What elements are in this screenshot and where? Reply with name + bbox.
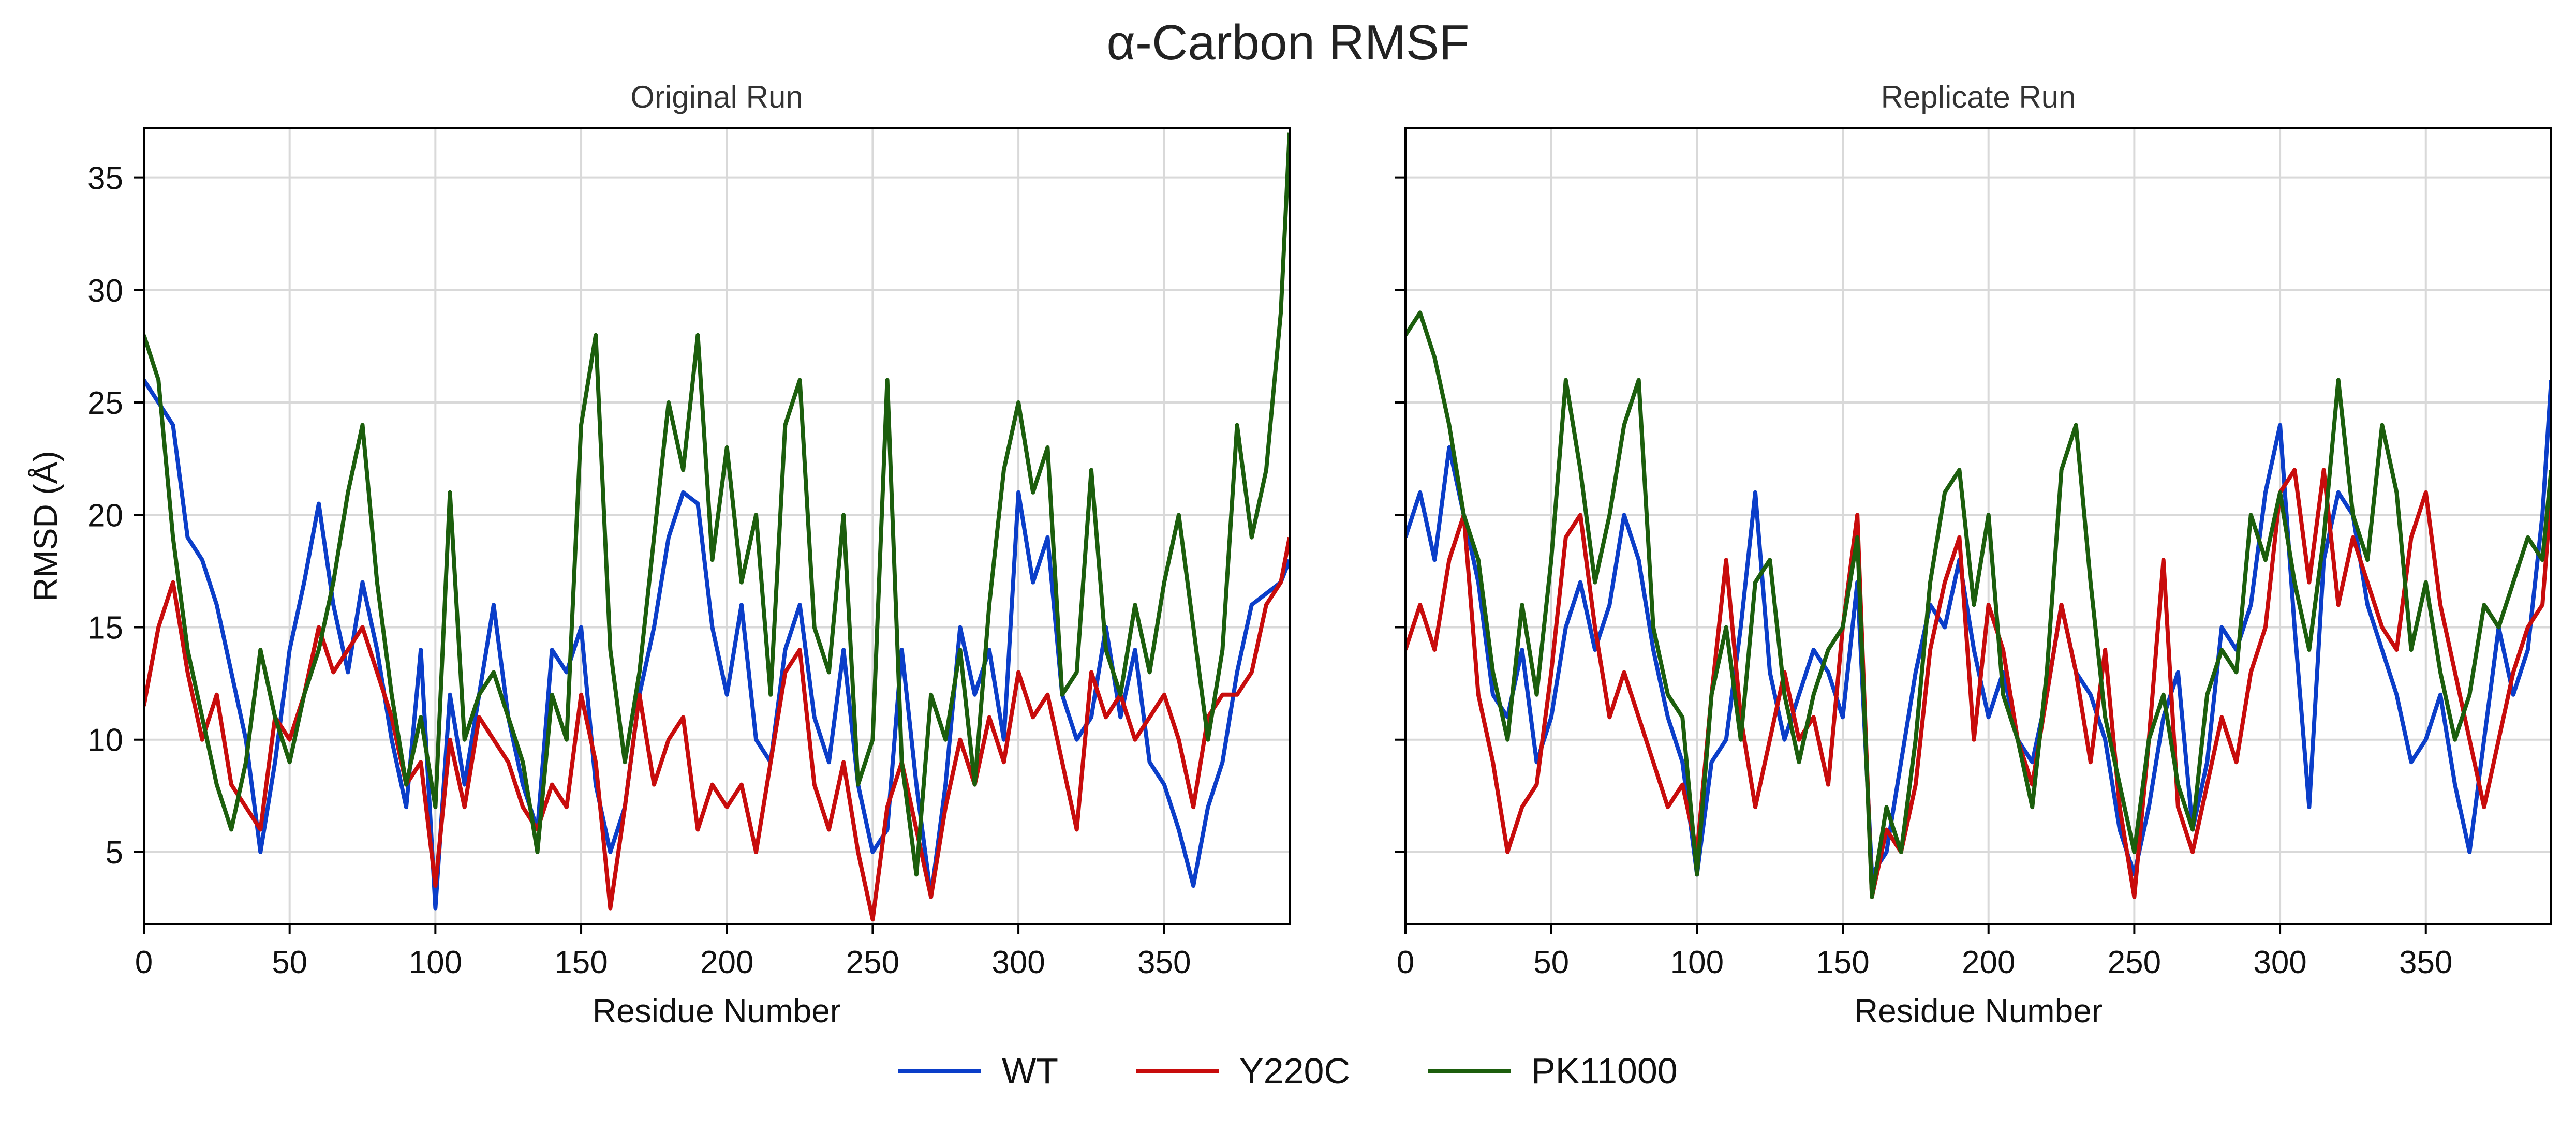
x-tick-label: 50 bbox=[1533, 945, 1569, 980]
x-tick-label: 350 bbox=[1137, 945, 1191, 980]
plot-frame bbox=[143, 127, 1291, 925]
y-tick-label: 20 bbox=[87, 498, 123, 533]
series-line-pk11000 bbox=[1405, 310, 2551, 899]
y-tick-label: 25 bbox=[87, 385, 123, 421]
x-axis-label: Residue Number bbox=[1854, 992, 2103, 1029]
legend-item-wt: WT bbox=[898, 1050, 1058, 1092]
x-tick-label: 150 bbox=[554, 945, 608, 980]
x-tick-label: 0 bbox=[135, 945, 153, 980]
legend-label-pk11000: PK11000 bbox=[1531, 1051, 1678, 1091]
plot-frame bbox=[1404, 127, 2552, 925]
y-tick-label: 10 bbox=[87, 723, 123, 758]
x-tick-label: 300 bbox=[2253, 945, 2306, 980]
x-tick-label: 50 bbox=[272, 945, 307, 980]
x-tick-label: 350 bbox=[2399, 945, 2452, 980]
legend-swatch-y220c bbox=[1135, 1068, 1219, 1073]
x-tick-label: 200 bbox=[1962, 945, 2015, 980]
y-tick-label: 5 bbox=[106, 835, 123, 871]
panel-1: 0 50 100 150 200 250 300 350 5 10 15 20 25 30 35 Origin… bbox=[27, 80, 1291, 1029]
subplot-title: Original Run bbox=[630, 80, 803, 114]
x-tick-label: 150 bbox=[1816, 945, 1869, 980]
x-tick-label: 200 bbox=[700, 945, 753, 980]
series-line-y220c bbox=[1405, 468, 2551, 899]
y-tick-label: 35 bbox=[87, 161, 123, 197]
x-tick-label: 100 bbox=[1670, 945, 1724, 980]
series-line-y220c bbox=[144, 536, 1290, 922]
legend-label-wt: WT bbox=[1002, 1051, 1058, 1091]
figure-title: α-Carbon RMSF bbox=[1106, 15, 1470, 70]
x-axis-label: Residue Number bbox=[593, 992, 841, 1029]
legend-swatch-pk11000 bbox=[1428, 1068, 1511, 1073]
x-tick-label: 0 bbox=[1397, 945, 1414, 980]
x-tick-label: 100 bbox=[409, 945, 462, 980]
legend: WT Y220C PK11000 bbox=[0, 1045, 2576, 1097]
x-tick-label: 250 bbox=[846, 945, 899, 980]
x-tick-label: 250 bbox=[2108, 945, 2161, 980]
x-tick-label: 300 bbox=[991, 945, 1045, 980]
legend-item-y220c: Y220C bbox=[1135, 1050, 1351, 1092]
y-tick-label: 30 bbox=[87, 273, 123, 309]
legend-label-y220c: Y220C bbox=[1239, 1051, 1351, 1091]
series-line-pk11000 bbox=[144, 132, 1290, 877]
panel-2: 0 50 100 150 200 250 300 350 Replicate Run Residu… bbox=[1395, 80, 2552, 1029]
legend-swatch-wt bbox=[898, 1068, 982, 1073]
legend-item-pk11000: PK11000 bbox=[1428, 1050, 1678, 1092]
y-tick-label: 15 bbox=[87, 610, 123, 646]
y-axis-label: RMSD (Å) bbox=[27, 451, 64, 602]
subplot-title: Replicate Run bbox=[1881, 80, 2076, 114]
